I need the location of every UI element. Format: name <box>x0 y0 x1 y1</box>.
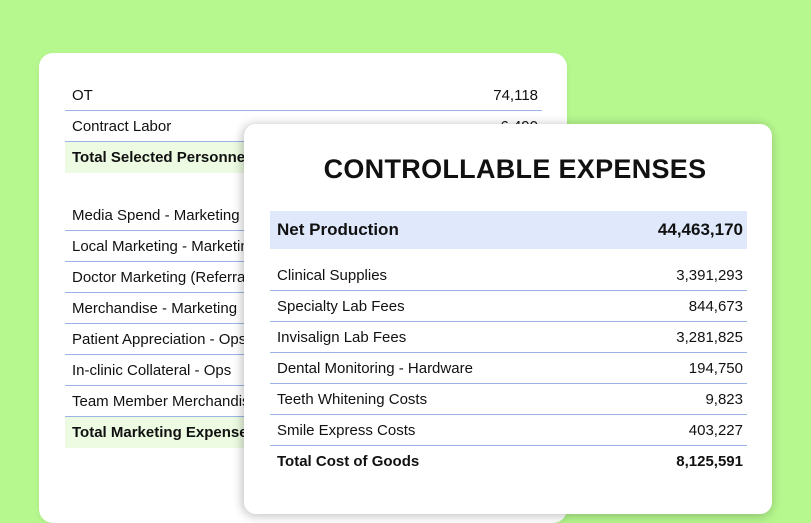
row-value: 844,673 <box>688 297 743 315</box>
table-row: Dental Monitoring - Hardware 194,750 <box>270 353 747 384</box>
row-value: 9,823 <box>705 390 743 408</box>
expense-list: Clinical Supplies 3,391,293 Specialty La… <box>270 260 747 476</box>
net-production-value: 44,463,170 <box>657 220 743 239</box>
table-row: Clinical Supplies 3,391,293 <box>270 260 747 291</box>
row-label: Specialty Lab Fees <box>277 297 405 315</box>
net-production-label: Net Production <box>277 220 399 239</box>
total-cost-of-goods-row: Total Cost of Goods 8,125,591 <box>270 446 747 476</box>
row-label: Invisalign Lab Fees <box>277 328 407 346</box>
total-label: Total Cost of Goods <box>277 452 420 470</box>
table-row: Smile Express Costs 403,227 <box>270 415 747 446</box>
row-label: Teeth Whitening Costs <box>277 390 428 408</box>
row-label: Dental Monitoring - Hardware <box>277 359 473 377</box>
row-value: 3,391,293 <box>676 266 743 284</box>
row-value: 74,118 <box>493 86 538 104</box>
row-label: Contract Labor <box>72 117 172 135</box>
row-label: Media Spend - Marketing <box>72 206 240 224</box>
row-value: 403,227 <box>688 421 743 439</box>
row-label: Doctor Marketing (Referrals) <box>72 268 262 286</box>
row-label: Patient Appreciation - Ops <box>72 330 247 348</box>
table-row: Teeth Whitening Costs 9,823 <box>270 384 747 415</box>
table-row: Specialty Lab Fees 844,673 <box>270 291 747 322</box>
row-label: Smile Express Costs <box>277 421 416 439</box>
row-label: In-clinic Collateral - Ops <box>72 361 232 379</box>
row-label: Merchandise - Marketing <box>72 299 238 317</box>
row-label: Total Selected Personnel <box>72 149 250 166</box>
table-row: OT 74,118 <box>65 80 542 111</box>
table-row: Invisalign Lab Fees 3,281,825 <box>270 322 747 353</box>
row-value: 3,281,825 <box>676 328 743 346</box>
card-title: CONTROLLABLE EXPENSES <box>323 154 707 184</box>
controllable-expenses-card: CONTROLLABLE EXPENSES Net Production 44,… <box>244 124 772 514</box>
row-label: Local Marketing - Marketing <box>72 237 258 255</box>
row-label: Clinical Supplies <box>277 266 388 284</box>
row-label: Total Marketing Expenses <box>72 424 256 441</box>
row-label: Team Member Merchandise <box>72 392 258 410</box>
row-label: OT <box>72 86 93 104</box>
net-production-row: Net Production 44,463,170 <box>270 211 747 249</box>
total-value: 8,125,591 <box>676 452 743 470</box>
row-value: 194,750 <box>688 359 743 377</box>
